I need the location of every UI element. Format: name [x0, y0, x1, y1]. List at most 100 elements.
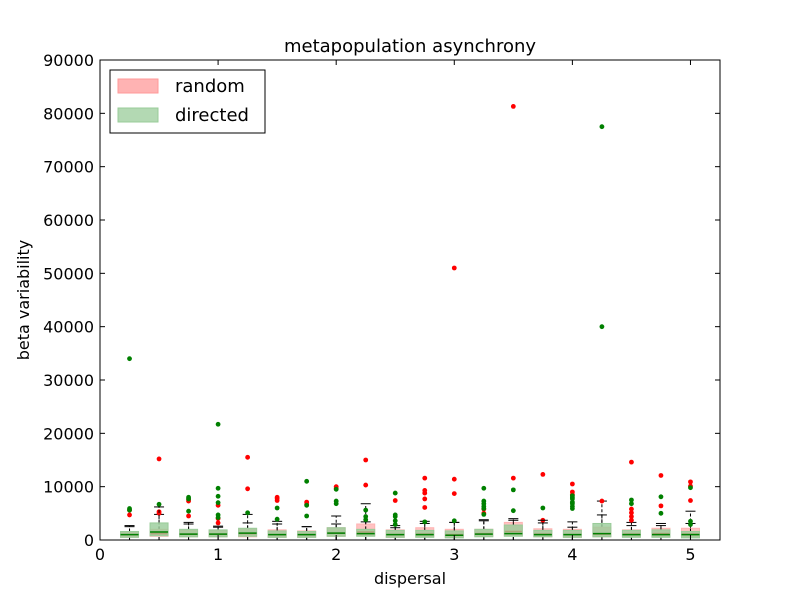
outlier-point	[333, 498, 339, 504]
outlier-point	[688, 485, 693, 491]
box-directed	[415, 529, 435, 538]
outlier-point	[186, 494, 191, 500]
outlier-point	[658, 510, 664, 516]
outlier-point	[245, 510, 251, 516]
outlier-point	[451, 518, 457, 524]
box-directed	[651, 529, 671, 538]
outlier-point	[215, 520, 221, 526]
legend-label-directed: directed	[175, 105, 249, 126]
y-tick-label: 50000	[43, 264, 94, 283]
outlier-point	[569, 489, 575, 495]
outlier-point	[481, 498, 487, 504]
y-tick-label: 70000	[43, 158, 94, 177]
outlier-point	[392, 490, 398, 496]
box-directed	[238, 527, 258, 537]
box-directed	[474, 528, 494, 538]
outlier-point	[540, 505, 546, 511]
plot-frame	[99, 59, 721, 541]
outlier-point	[569, 493, 575, 499]
outlier-point	[215, 500, 221, 506]
outlier-point	[245, 486, 251, 492]
outlier-point	[422, 505, 428, 510]
outlier-point	[127, 512, 132, 518]
box-directed	[621, 529, 641, 538]
outlier-point	[688, 498, 693, 503]
outlier-point	[629, 514, 634, 519]
y-tick-label: 10000	[43, 478, 94, 497]
outlier-point	[451, 265, 457, 271]
outlier-point	[510, 104, 516, 109]
outlier-point	[629, 459, 634, 465]
outlier-point	[599, 498, 605, 504]
outlier-point	[422, 519, 428, 525]
outlier-point	[392, 518, 398, 524]
outlier-point	[451, 476, 457, 482]
x-tick-label: 5	[685, 545, 695, 564]
outlier-point	[363, 482, 369, 488]
outlier-point	[629, 510, 634, 516]
y-tick-label: 40000	[43, 318, 94, 337]
outlier-point	[156, 501, 162, 507]
box-directed	[356, 528, 376, 537]
box-directed	[149, 522, 169, 537]
outlier-point	[658, 503, 664, 509]
box-directed	[503, 524, 523, 537]
y-axis-label: beta variability	[14, 240, 33, 361]
outlier-point	[481, 512, 487, 517]
outlier-point	[245, 454, 251, 460]
axis-ticks-layer: 0 1 2 3 4 5 0 10000 20000 30000 40000 50000 60000 700…	[43, 51, 720, 564]
outlier-point	[540, 472, 546, 477]
outlier-point	[629, 501, 634, 507]
outlier-point	[215, 485, 221, 491]
outlier-point	[510, 475, 516, 481]
outlier-point	[422, 496, 428, 502]
outlier-point	[304, 502, 310, 508]
outlier-point	[658, 473, 664, 478]
y-tick-label: 30000	[43, 371, 94, 390]
legend-swatch-directed	[117, 107, 159, 123]
outlier-point	[333, 486, 339, 492]
x-tick-label: 1	[213, 545, 223, 564]
legend: random directed	[109, 69, 266, 134]
outlier-point	[274, 516, 280, 522]
y-tick-label: 20000	[43, 424, 94, 443]
outlier-point	[392, 512, 398, 518]
y-tick-label: 80000	[43, 104, 94, 123]
x-tick-label: 3	[449, 545, 459, 564]
series-directed	[120, 124, 700, 541]
outlier-point	[629, 506, 634, 512]
outlier-point	[688, 479, 693, 485]
outlier-point	[156, 456, 162, 462]
y-tick-label: 60000	[43, 211, 94, 230]
outlier-point	[481, 485, 487, 491]
outlier-point	[658, 494, 664, 500]
box-directed	[592, 522, 612, 538]
outlier-point	[422, 488, 428, 493]
chart-title: metapopulation asynchrony	[284, 36, 536, 57]
plot-data-layer	[120, 104, 700, 541]
outlier-point	[392, 498, 398, 503]
legend-label-random: random	[175, 76, 245, 97]
outlier-point	[215, 512, 221, 518]
outlier-point	[215, 421, 221, 427]
outlier-point	[363, 457, 369, 463]
outlier-point	[422, 475, 428, 481]
outlier-point	[392, 522, 398, 527]
box-directed	[533, 529, 553, 538]
outlier-point	[599, 124, 605, 130]
x-axis-label: dispersal	[374, 569, 446, 588]
y-tick-label: 0	[84, 531, 94, 550]
box-directed	[385, 529, 405, 538]
outlier-point	[127, 506, 132, 511]
outlier-point	[688, 518, 693, 524]
outlier-point	[274, 494, 280, 500]
outlier-point	[629, 517, 634, 523]
outlier-point	[304, 513, 310, 519]
outlier-point	[510, 508, 516, 514]
outlier-point	[451, 491, 457, 496]
outlier-point	[363, 507, 369, 513]
outlier-point	[363, 514, 369, 519]
x-tick-label: 4	[567, 545, 577, 564]
